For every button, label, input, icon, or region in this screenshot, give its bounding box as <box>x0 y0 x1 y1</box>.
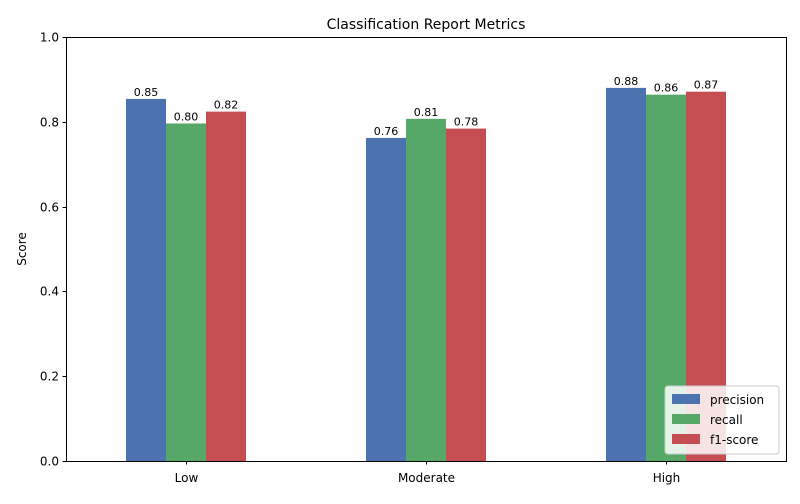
bar-value-label: 0.88 <box>614 75 639 88</box>
chart-title: Classification Report Metrics <box>327 17 526 33</box>
y-tick-label: 0.4 <box>40 285 59 299</box>
y-axis: 0.0 0.2 0.4 0.6 0.8 1.0 <box>40 31 66 469</box>
x-axis: Low Moderate High <box>175 461 681 485</box>
bar-value-label: 0.85 <box>134 86 159 99</box>
legend-swatch-f1-score <box>672 434 700 444</box>
bar-precision-low <box>126 98 166 462</box>
legend-label-recall: recall <box>710 413 743 427</box>
y-tick-label: 0.0 <box>40 455 59 469</box>
legend-swatch-precision <box>672 394 700 404</box>
legend-swatch-recall <box>672 414 700 424</box>
bar-f1-score-low <box>206 111 246 462</box>
y-tick-label: 0.2 <box>40 370 59 384</box>
plot-frame <box>66 37 787 462</box>
bar-value-label: 0.82 <box>214 99 239 112</box>
x-tick-label: Moderate <box>398 471 455 485</box>
bars-group <box>126 87 726 462</box>
x-tick-label: Low <box>175 471 199 485</box>
y-tick-label: 0.8 <box>40 116 59 130</box>
y-tick-label: 0.6 <box>40 201 59 215</box>
bar-value-label: 0.78 <box>454 116 479 129</box>
bar-value-label: 0.81 <box>414 106 439 119</box>
bar-value-label: 0.80 <box>174 110 199 123</box>
y-axis-label: Score <box>15 232 29 266</box>
legend-label-f1-score: f1-score <box>710 433 758 447</box>
bar-precision-moderate <box>366 137 406 462</box>
bar-value-labels: 0.85 0.76 0.88 0.80 0.81 0.86 0.82 0.78 0.87 <box>134 75 719 138</box>
bar-value-label: 0.86 <box>654 82 679 95</box>
legend-label-precision: precision <box>710 393 764 407</box>
bar-recall-low <box>166 123 206 461</box>
bar-value-label: 0.87 <box>694 79 719 92</box>
bar-f1-score-moderate <box>446 128 486 462</box>
bar-value-label: 0.76 <box>374 125 399 138</box>
bar-precision-high <box>606 87 646 461</box>
y-tick-label: 1.0 <box>40 31 59 45</box>
legend: precision recall f1-score <box>664 385 780 455</box>
x-tick-label: High <box>653 471 681 485</box>
bar-recall-moderate <box>406 118 446 461</box>
